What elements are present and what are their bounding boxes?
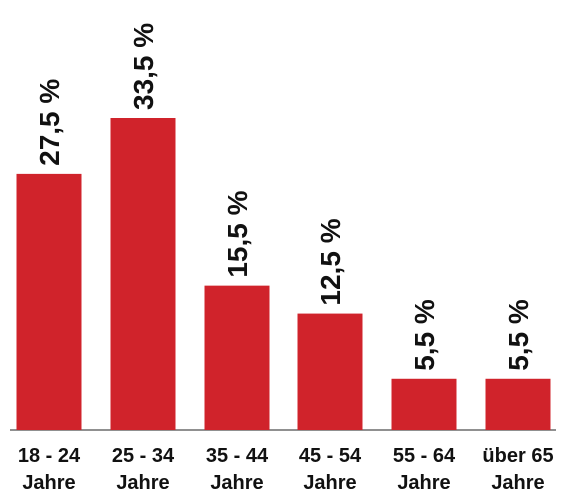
value-label-5: 5,5 % [503,299,534,371]
category-label-0-line-0: 18 - 24 [18,445,81,467]
bar-0 [16,173,82,430]
category-labels-group: 18 - 24 Jahre 25 - 34 Jahre 35 - 44 Jahre 45 -… [18,445,554,494]
bars-group [16,118,551,430]
value-label-4: 5,5 % [409,299,440,371]
value-label-1: 33,5 % [128,23,159,110]
bar-3 [297,313,363,430]
value-labels-group: 27,5 % 33,5 % 15,5 % 12,5 % 5,5 % 5,5 % [34,23,534,371]
category-label-2-line-0: 35 - 44 [206,445,269,467]
category-label-5-line-0: über 65 [482,445,553,467]
category-label-3-line-1: Jahre [303,472,356,494]
bar-5 [485,378,551,430]
value-label-0: 27,5 % [34,79,65,166]
bar-4 [391,378,457,430]
value-label-2: 15,5 % [222,190,253,277]
value-label-3: 12,5 % [315,218,346,305]
category-label-4-line-0: 55 - 64 [393,445,456,467]
category-label-1-line-0: 25 - 34 [112,445,175,467]
category-label-2-line-1: Jahre [210,472,263,494]
category-label-4-line-1: Jahre [397,472,450,494]
category-label-3-line-0: 45 - 54 [299,445,362,467]
category-label-5-line-1: Jahre [491,472,544,494]
bar-2 [204,285,270,430]
bar-1 [110,118,176,430]
category-label-1-line-1: Jahre [116,472,169,494]
category-label-0-line-1: Jahre [22,472,75,494]
